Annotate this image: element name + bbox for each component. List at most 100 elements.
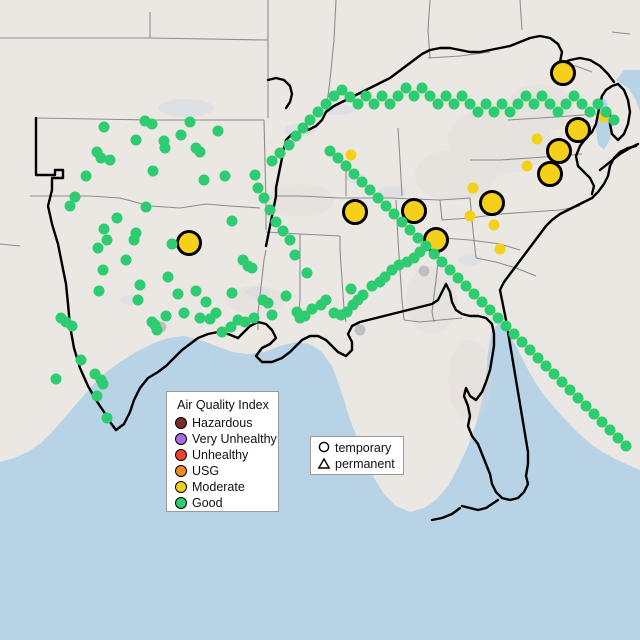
monitor-point-good-permanent[interactable] (492, 312, 504, 324)
monitor-point-good-permanent[interactable] (328, 307, 340, 319)
monitor-point-good-permanent[interactable] (580, 400, 592, 412)
monitor-point-good-permanent[interactable] (130, 227, 142, 239)
monitor-point-moderate-temporary[interactable] (550, 60, 576, 86)
monitor-point-good-permanent[interactable] (432, 98, 444, 110)
monitor-point-good-permanent[interactable] (576, 98, 588, 110)
monitor-point-good-permanent[interactable] (376, 90, 388, 102)
monitor-point-moderate-temporary[interactable] (546, 138, 572, 164)
monitor-point-good-permanent[interactable] (408, 90, 420, 102)
monitor-point-moderate-permanent[interactable] (467, 182, 479, 194)
monitor-point-good-permanent[interactable] (130, 134, 142, 146)
monitor-point-moderate-permanent[interactable] (521, 160, 533, 172)
monitor-point-good-permanent[interactable] (416, 82, 428, 94)
monitor-point-good-permanent[interactable] (226, 215, 238, 227)
monitor-point-good-permanent[interactable] (544, 98, 556, 110)
monitor-point-good-permanent[interactable] (225, 321, 237, 333)
monitor-point-good-permanent[interactable] (448, 98, 460, 110)
monitor-point-good-permanent[interactable] (512, 98, 524, 110)
monitor-point-good-permanent[interactable] (226, 287, 238, 299)
monitor-point-good-permanent[interactable] (290, 130, 302, 142)
monitor-point-good-permanent[interactable] (101, 412, 113, 424)
monitor-point-good-permanent[interactable] (312, 106, 324, 118)
monitor-point-good-permanent[interactable] (456, 90, 468, 102)
monitor-point-good-permanent[interactable] (472, 106, 484, 118)
monitor-point-good-permanent[interactable] (266, 155, 278, 167)
monitor-point-good-permanent[interactable] (158, 135, 170, 147)
monitor-point-good-permanent[interactable] (388, 208, 400, 220)
monitor-point-moderate-temporary[interactable] (342, 199, 368, 225)
monitor-point-good-permanent[interactable] (324, 145, 336, 157)
monitor-point-good-permanent[interactable] (162, 271, 174, 283)
monitor-point-good-permanent[interactable] (252, 182, 264, 194)
monitor-point-good-permanent[interactable] (91, 390, 103, 402)
monitor-point-good-permanent[interactable] (204, 313, 216, 325)
legend-row-very-unhealthy[interactable]: Very Unhealthy (175, 431, 277, 447)
legend-row-good[interactable]: Good (175, 495, 271, 511)
monitor-point-good-permanent[interactable] (380, 200, 392, 212)
monitor-point-good-permanent[interactable] (97, 378, 109, 390)
monitor-point-good-permanent[interactable] (239, 316, 251, 328)
monitor-point-good-permanent[interactable] (452, 272, 464, 284)
monitor-point-good-permanent[interactable] (297, 122, 309, 134)
monitor-point-good-permanent[interactable] (508, 328, 520, 340)
monitor-point-good-permanent[interactable] (476, 296, 488, 308)
monitor-point-moderate-permanent[interactable] (531, 133, 543, 145)
monitor-point-good-permanent[interactable] (91, 146, 103, 158)
monitor-point-good-permanent[interactable] (444, 264, 456, 276)
monitor-point-good-permanent[interactable] (246, 262, 258, 274)
monitor-point-good-permanent[interactable] (178, 307, 190, 319)
monitor-point-good-permanent[interactable] (464, 98, 476, 110)
monitor-point-good-permanent[interactable] (401, 256, 413, 268)
monitor-point-good-permanent[interactable] (393, 259, 405, 271)
monitor-point-good-permanent[interactable] (536, 90, 548, 102)
monitor-point-good-permanent[interactable] (277, 225, 289, 237)
monitor-point-good-permanent[interactable] (620, 440, 632, 452)
monitor-point-good-permanent[interactable] (266, 309, 278, 321)
monitor-point-good-permanent[interactable] (175, 129, 187, 141)
monitor-point-good-permanent[interactable] (372, 192, 384, 204)
monitor-point-good-permanent[interactable] (291, 306, 303, 318)
monitor-point-good-permanent[interactable] (60, 316, 72, 328)
monitor-point-good-permanent[interactable] (352, 98, 364, 110)
monitor-point-good-permanent[interactable] (140, 201, 152, 213)
monitor-point-good-permanent[interactable] (93, 285, 105, 297)
monitor-point-moderate-permanent[interactable] (464, 210, 476, 222)
monitor-point-good-permanent[interactable] (80, 170, 92, 182)
monitor-point-good-permanent[interactable] (315, 299, 327, 311)
monitor-point-good-permanent[interactable] (92, 242, 104, 254)
monitor-point-good-permanent[interactable] (320, 98, 332, 110)
monitor-point-good-permanent[interactable] (134, 279, 146, 291)
monitor-point-good-permanent[interactable] (160, 310, 172, 322)
monitor-point-good-permanent[interactable] (284, 234, 296, 246)
monitor-point-good-permanent[interactable] (484, 304, 496, 316)
monitor-point-good-permanent[interactable] (428, 248, 440, 260)
monitor-point-good-permanent[interactable] (352, 294, 364, 306)
monitor-point-moderate-temporary[interactable] (176, 230, 202, 256)
monitor-point-good-permanent[interactable] (468, 288, 480, 300)
monitor-point-good-permanent[interactable] (496, 98, 508, 110)
monitor-point-good-permanent[interactable] (408, 252, 420, 264)
monitor-point-good-permanent[interactable] (216, 326, 228, 338)
monitor-point-good-permanent[interactable] (111, 212, 123, 224)
monitor-point-good-permanent[interactable] (69, 191, 81, 203)
monitor-point-good-permanent[interactable] (404, 224, 416, 236)
monitor-point-moderate-temporary[interactable] (401, 198, 427, 224)
monitor-point-good-permanent[interactable] (520, 90, 532, 102)
monitor-point-good-permanent[interactable] (151, 324, 163, 336)
monitor-point-good-permanent[interactable] (592, 98, 604, 110)
monitor-point-good-permanent[interactable] (262, 297, 274, 309)
marker-shape-legend[interactable]: temporary permanent (310, 436, 404, 475)
monitor-point-good-permanent[interactable] (384, 98, 396, 110)
legend-row-temporary[interactable]: temporary (317, 440, 398, 456)
monitor-point-good-permanent[interactable] (392, 90, 404, 102)
monitor-point-good-permanent[interactable] (436, 256, 448, 268)
monitor-point-good-permanent[interactable] (366, 280, 378, 292)
monitor-point-good-permanent[interactable] (98, 121, 110, 133)
monitor-point-good-permanent[interactable] (320, 294, 332, 306)
monitor-point-good-permanent[interactable] (440, 90, 452, 102)
legend-row-permanent[interactable]: permanent (317, 456, 398, 472)
monitor-point-good-permanent[interactable] (480, 98, 492, 110)
monitor-point-good-permanent[interactable] (344, 91, 356, 103)
monitor-point-good-permanent[interactable] (360, 90, 372, 102)
monitor-point-no-data-permanent[interactable] (354, 324, 366, 336)
